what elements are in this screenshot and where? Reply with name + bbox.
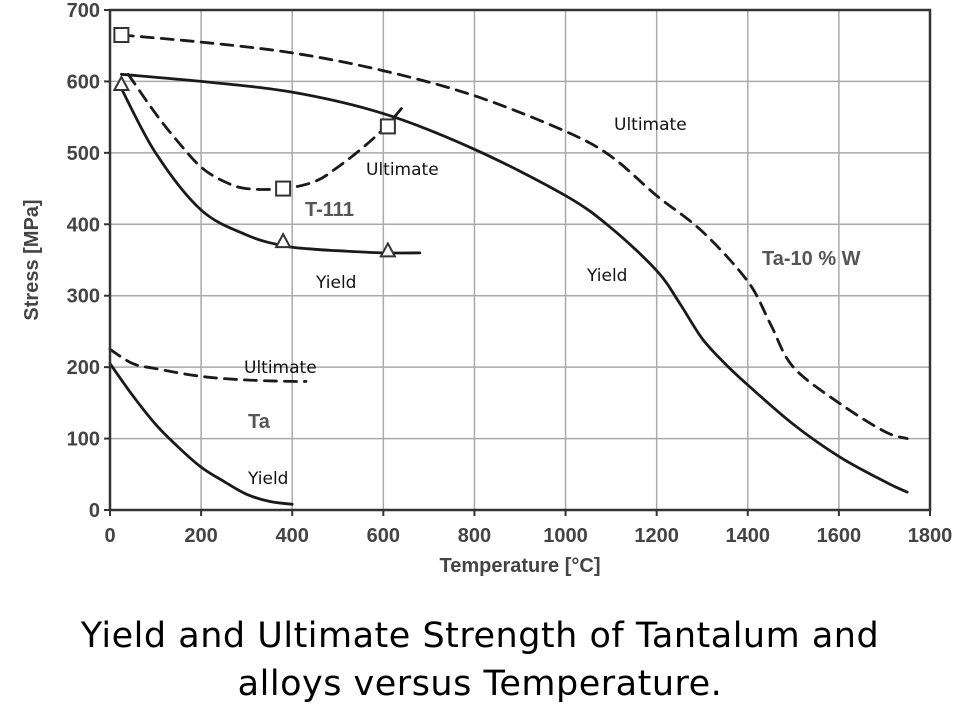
plot-frame — [108, 8, 932, 512]
series-ta-ultimate — [108, 347, 308, 383]
annotation-ta10w-yield: Yield — [586, 266, 627, 286]
plot-background — [110, 10, 930, 510]
y-tick-label: 300 — [67, 286, 100, 308]
x-tick-label: 1800 — [908, 525, 953, 547]
y-tick-label: 100 — [67, 429, 100, 451]
marker-layer — [112, 27, 397, 258]
square-marker — [379, 118, 396, 135]
x-tick-label: 1000 — [543, 525, 588, 547]
x-tick-label: 1400 — [726, 525, 771, 547]
series-t-111-ultimate — [126, 72, 408, 191]
triangle-marker — [112, 74, 131, 91]
series-ta-10-w-yield — [120, 72, 909, 494]
x-tick-label: 200 — [184, 525, 217, 547]
y-axis-label: Stress [MPa] — [21, 199, 43, 320]
square-marker — [113, 27, 130, 43]
square-marker — [275, 180, 292, 197]
curve-label-t111: T-111 — [305, 199, 354, 221]
y-tick-label: 600 — [67, 71, 100, 93]
series-ta-10-w-ultimate — [120, 33, 909, 440]
y-tick-label: 400 — [67, 214, 100, 236]
x-tick-label: 0 — [104, 525, 115, 547]
annotation-t111-yield: Yield — [315, 273, 356, 293]
annotation-ta10w-ultimate: Ultimate — [614, 115, 687, 135]
y-tick-label: 700 — [67, 0, 100, 22]
caption-line-2: alloys versus Temperature. — [237, 664, 723, 704]
stress-temperature-chart: 0 200 400 600 800 1000 1200 1400 1600 1800 0 100 20… — [21, 0, 952, 577]
x-tick-label: 1600 — [817, 525, 862, 547]
x-tick-label: 800 — [458, 525, 491, 547]
x-tick-label: 1200 — [634, 525, 679, 547]
triangle-marker — [379, 241, 397, 258]
y-tick-label: 200 — [67, 357, 100, 379]
x-axis-label: Temperature [°C] — [440, 555, 601, 577]
x-axis-ticks: 0 200 400 600 800 1000 1200 1400 1600 1800 — [104, 510, 952, 547]
annotation-ta-yield: Yield — [247, 469, 288, 489]
y-axis-ticks: 0 100 200 300 400 500 600 700 — [67, 0, 110, 522]
y-tick-label: 0 — [89, 500, 100, 522]
triangle-marker — [274, 232, 292, 249]
x-tick-label: 400 — [276, 525, 309, 547]
figure-caption: Yield and Ultimate Strength of Tantalum … — [0, 612, 960, 708]
curve-label-ta: Ta — [248, 411, 271, 433]
x-tick-label: 600 — [367, 525, 400, 547]
curve-label-ta10w: Ta-10 % W — [762, 248, 861, 270]
y-tick-label: 500 — [67, 143, 100, 165]
annotation-t111-ultimate: Ultimate — [366, 160, 439, 180]
caption-line-1: Yield and Ultimate Strength of Tantalum … — [80, 616, 880, 656]
annotation-ta-ultimate: Ultimate — [244, 358, 317, 378]
series-ta-yield — [108, 362, 294, 506]
